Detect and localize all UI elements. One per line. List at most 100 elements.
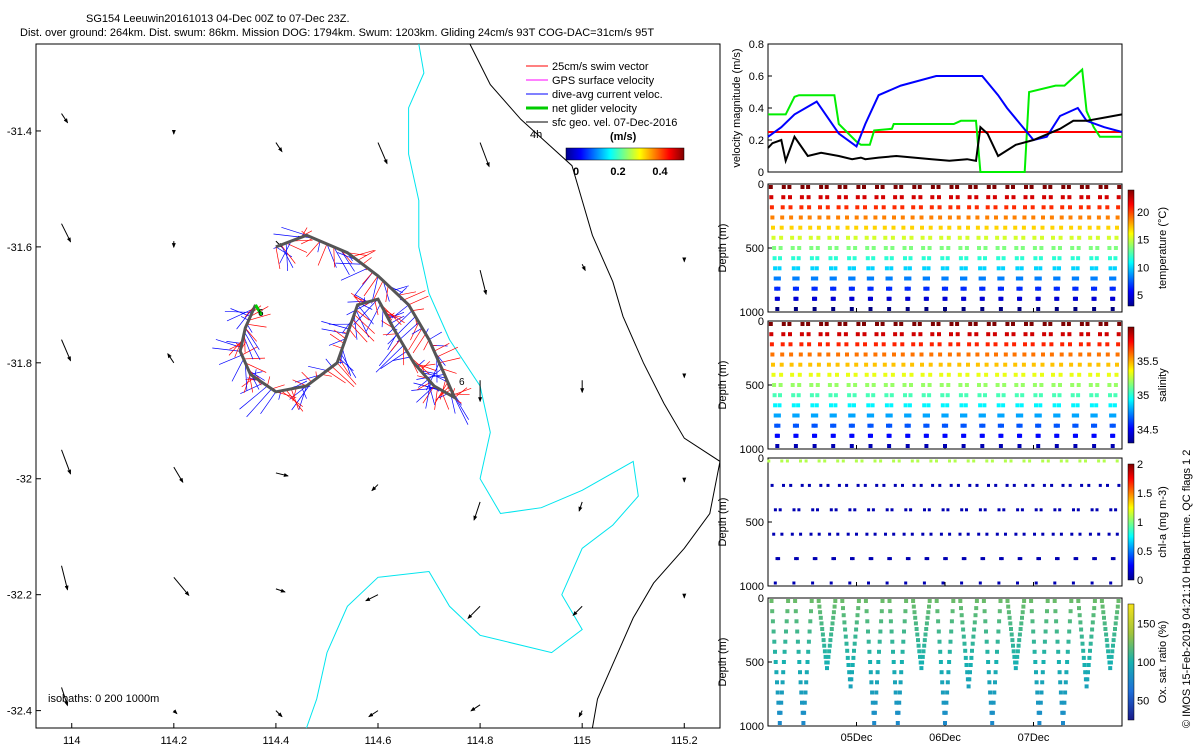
profile-point — [1017, 632, 1022, 637]
profile-point — [850, 663, 855, 667]
profile-point — [869, 296, 873, 301]
profile-point — [1083, 670, 1088, 675]
profile-point — [960, 276, 964, 281]
profile-point — [1060, 342, 1065, 347]
profile-point — [915, 632, 920, 637]
profile-point — [856, 185, 861, 189]
profile-point — [910, 225, 915, 230]
profile-point — [920, 372, 925, 377]
profile-point — [785, 459, 789, 463]
profile-point — [887, 296, 892, 301]
profile-point — [945, 680, 950, 685]
profile-point — [1095, 372, 1100, 377]
swim-vector — [440, 389, 450, 410]
profile-point — [773, 276, 778, 281]
profile-point — [847, 403, 852, 408]
profile-point — [834, 508, 838, 512]
profile-ytick-label: 500 — [746, 243, 764, 255]
profile-point — [1032, 372, 1037, 377]
profile-point — [1012, 215, 1017, 220]
profile-point — [1001, 393, 1006, 398]
profile-point — [810, 403, 815, 408]
profile-point — [890, 372, 895, 377]
profile-point — [1108, 266, 1113, 271]
profile-point — [770, 215, 775, 220]
profile-point — [1063, 690, 1068, 695]
profile-point — [918, 205, 923, 210]
profile-point — [827, 383, 832, 387]
profile-ytick-label: 1000 — [740, 307, 764, 319]
profile-point — [914, 627, 919, 631]
profile-point — [822, 643, 827, 648]
profile-point — [1020, 246, 1025, 250]
profile-point — [846, 532, 850, 536]
profile-point — [1111, 433, 1116, 438]
profile-point — [1048, 322, 1053, 326]
profile-point — [863, 205, 867, 210]
profile-point — [1106, 654, 1111, 659]
profile-point — [902, 532, 906, 536]
profile-point — [832, 423, 837, 428]
profile-colorbar-tick: 10 — [1137, 262, 1149, 274]
profile-point — [862, 185, 866, 189]
profile-point — [967, 195, 972, 200]
profile-point — [962, 641, 967, 646]
profile-point — [963, 266, 968, 271]
profile-point — [849, 444, 854, 448]
profile-point — [909, 246, 913, 250]
profile-point — [1042, 649, 1047, 654]
geo-velocity-arrow — [578, 501, 583, 512]
profile-point — [1059, 225, 1064, 230]
profile-point — [841, 606, 845, 611]
profile-point — [789, 352, 794, 357]
geo-velocity-arrow — [479, 142, 490, 168]
profile-point — [941, 413, 946, 418]
profile-point — [1033, 393, 1038, 398]
current-vector — [354, 294, 368, 303]
profile-point — [1029, 609, 1034, 614]
profile-point — [1098, 332, 1102, 337]
profile-point — [1034, 680, 1039, 685]
profile-point — [946, 235, 951, 240]
profile-point — [812, 444, 817, 448]
profile-colorbar-label-2: chl-a (mg m-3) — [1157, 486, 1169, 558]
profile-point — [852, 403, 856, 408]
profile-point — [1031, 629, 1036, 634]
profile-point — [805, 660, 810, 664]
profile-point — [1085, 185, 1090, 189]
profile-point — [936, 629, 941, 634]
profile-point — [816, 372, 821, 377]
profile-point — [970, 641, 975, 646]
profile-point — [795, 413, 800, 418]
profile-point — [943, 710, 948, 715]
profile-point — [1114, 615, 1119, 620]
profile-point — [981, 286, 986, 291]
profile-point — [888, 423, 893, 428]
profile-point — [1020, 393, 1025, 398]
profile-point — [1108, 660, 1113, 665]
geo-velocity-arrow — [173, 576, 190, 597]
profile-ytick-label: 500 — [746, 657, 764, 669]
profile-point — [889, 629, 894, 634]
profile-point — [825, 205, 830, 210]
profile-point — [772, 532, 776, 536]
profile-point — [1038, 710, 1043, 715]
profile-point — [885, 276, 890, 281]
profile-ytick-label: 1000 — [740, 581, 764, 593]
profile-point — [964, 393, 969, 398]
profile-point — [1058, 372, 1063, 377]
profile-point — [771, 235, 776, 240]
profile-point — [993, 342, 998, 347]
profile-point — [939, 383, 944, 387]
current-vector — [212, 347, 241, 352]
profile-point — [1004, 205, 1009, 210]
profile-point — [1079, 322, 1084, 326]
profile-point — [883, 372, 888, 377]
profile-point — [848, 286, 853, 291]
profile-point — [901, 483, 904, 487]
profile-point — [916, 638, 920, 643]
profile-point — [799, 342, 804, 347]
profile-point — [883, 235, 888, 240]
profile-point — [926, 413, 930, 418]
profile-point — [986, 322, 991, 326]
